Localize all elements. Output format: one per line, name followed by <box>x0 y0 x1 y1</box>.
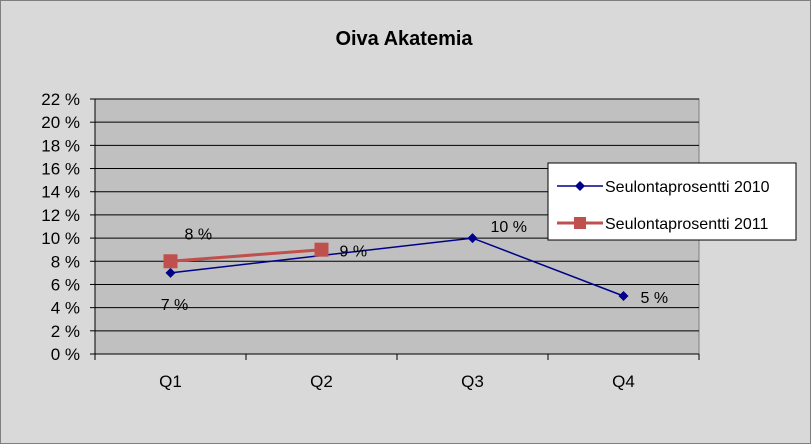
legend-box <box>547 162 797 241</box>
y-tick-label: 2 % <box>51 322 80 341</box>
data-point-diamond <box>618 291 629 302</box>
data-label: 5 % <box>641 290 669 307</box>
chart-title: Oiva Akatemia <box>335 28 473 50</box>
data-label: 9 % <box>340 244 368 261</box>
y-tick-label: 20 % <box>41 113 80 132</box>
y-tick-label: 4 % <box>51 299 80 318</box>
axes: 0 % 2 % 4 % 6 % 8 % 10 % 12 % 14 % 16 % 18 % 20 % 2… <box>41 90 700 391</box>
legend: Seulontaprosentti 2010 Seulontaprosentti… <box>547 162 797 241</box>
x-tick-label: Q2 <box>310 372 333 391</box>
x-tick-label: Q3 <box>461 372 484 391</box>
x-tick-label: Q4 <box>612 372 635 391</box>
y-tick-label: 6 % <box>51 275 80 294</box>
series <box>163 233 629 302</box>
y-tick-label: 22 % <box>41 90 80 109</box>
data-label: 7 % <box>161 297 189 314</box>
data-point-diamond <box>467 233 478 244</box>
legend-label-2011: Seulontaprosentti 2011 <box>605 216 768 233</box>
legend-marker-2011 <box>574 217 586 229</box>
x-tick-label: Q1 <box>159 372 182 391</box>
data-label: 8 % <box>185 226 213 243</box>
data-point-square <box>314 242 329 257</box>
data-point-square <box>163 254 178 269</box>
series-line-1 <box>170 248 322 263</box>
y-tick-label: 18 % <box>41 136 80 155</box>
legend-label-2010: Seulontaprosentti 2010 <box>605 179 770 196</box>
data-point-diamond <box>165 267 176 278</box>
y-tick-label: 10 % <box>41 229 80 248</box>
y-tick-label: 12 % <box>41 206 80 225</box>
y-tick-label: 16 % <box>41 160 80 179</box>
y-tick-label: 14 % <box>41 183 80 202</box>
data-label: 10 % <box>491 219 527 236</box>
y-tick-label: 8 % <box>51 252 80 271</box>
legend-marker-2010 <box>575 181 585 191</box>
y-tick-label: 0 % <box>51 345 80 364</box>
data-labels: 7 % 10 % 5 % 8 % 9 % <box>161 219 668 314</box>
